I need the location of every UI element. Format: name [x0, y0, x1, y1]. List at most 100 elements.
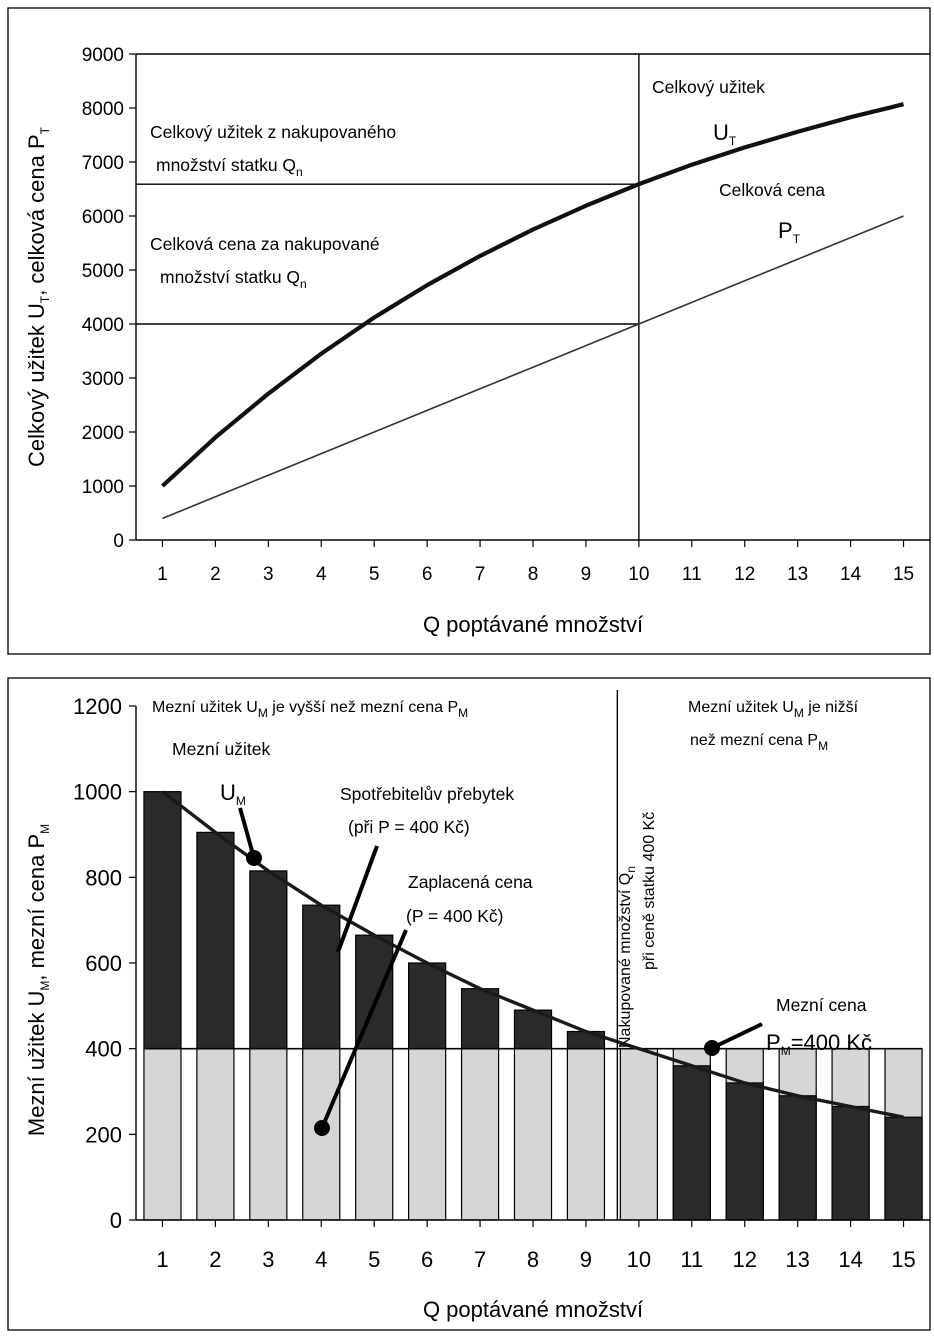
price-bar-15 — [884, 1048, 923, 1221]
marginal-utility-curve — [161, 790, 904, 1119]
price-bar-6 — [408, 1048, 447, 1221]
paid-pointer-line — [320, 929, 408, 1129]
surplus-bar-2 — [196, 831, 235, 1050]
mc-pointer-line — [711, 1022, 763, 1050]
price-bar-9 — [566, 1048, 606, 1221]
chart2-x-tick-label-9: 10 — [627, 1247, 651, 1272]
chart1-x-tick-label-8: 9 — [581, 564, 592, 585]
chart1-y-tick-label-2: 2000 — [82, 423, 124, 444]
paid-label-line2: (P = 400 Kč) — [406, 906, 503, 926]
price-bar-1 — [143, 1048, 182, 1221]
chart1-x-tick-label-7: 8 — [528, 564, 539, 585]
mc-title-label: Mezní cena — [776, 995, 867, 1015]
price-bar-7 — [460, 1048, 500, 1221]
chart1-y-tick-label-9: 9000 — [82, 45, 124, 66]
chart2-x-tick-label-0: 1 — [156, 1247, 168, 1272]
surplus-label-line1: Spotřebitelův přebytek — [340, 784, 514, 804]
ut-title-label: Celkový užitek — [652, 77, 765, 97]
surplus-bar-8 — [513, 1009, 553, 1050]
price-bar-12 — [725, 1048, 764, 1221]
chart2-y-tick-label-0: 0 — [110, 1208, 122, 1233]
chart1-x-tick-label-0: 1 — [157, 564, 168, 585]
chart2-x-tick-label-13: 14 — [838, 1247, 862, 1272]
chart1-y-tick-label-8: 8000 — [82, 99, 124, 120]
price-annotation-line1: Celková cena za nakupované — [150, 234, 380, 254]
mc-value-label: PM=400 Kč — [766, 1030, 872, 1058]
high-region-label: Mezní užitek UM je vyšší než mezní cena … — [152, 699, 468, 720]
chart2-x-tick-label-1: 2 — [209, 1247, 221, 1272]
utility-bar-14 — [831, 1105, 870, 1221]
chart1-x-tick-label-3: 4 — [316, 564, 327, 585]
surplus-bar-3 — [249, 870, 288, 1050]
surplus-bar-7 — [460, 988, 500, 1050]
chart2-x-tick-label-3: 4 — [315, 1247, 327, 1272]
utility-bar-12 — [725, 1082, 764, 1221]
mu-pointer-line — [238, 807, 256, 859]
price-bar-10 — [619, 1048, 658, 1221]
chart1-y-axis-title: Celkový užitek UT, celková cena PT — [24, 126, 52, 467]
price-annotation-line2: množství statku Qn — [160, 267, 307, 291]
chart1-x-tick-label-13: 14 — [840, 564, 862, 585]
chart1-x-tick-label-5: 6 — [422, 564, 433, 585]
surplus-label-line2: (při P = 400 Kč) — [348, 817, 470, 837]
surplus-bar-6 — [408, 962, 447, 1050]
total-price-line — [162, 215, 904, 520]
utility-annotation-line1: Celkový užitek z nakupovaného — [150, 122, 396, 142]
total-utility-line — [161, 102, 905, 488]
mu-symbol-label: UM — [220, 780, 246, 808]
utility-bar-11 — [672, 1065, 711, 1221]
chart2-x-tick-label-7: 8 — [527, 1247, 539, 1272]
chart2-x-tick-label-11: 12 — [732, 1247, 756, 1272]
ut-symbol-label: UT — [713, 120, 737, 148]
chart2-x-tick-label-8: 9 — [580, 1247, 592, 1272]
price-bar-11 — [672, 1048, 711, 1221]
chart1-x-tick-label-10: 11 — [682, 564, 702, 585]
paid-label-line1: Zaplacená cena — [408, 872, 533, 892]
chart2-y-tick-label-3: 600 — [85, 951, 122, 976]
chart1-x-tick-label-1: 2 — [210, 564, 221, 585]
utility-bar-13 — [778, 1095, 817, 1221]
quantity-vertical-label-line1: Nakupované množství Qn — [617, 866, 638, 1048]
chart1-y-tick-label-0: 0 — [113, 531, 124, 552]
price-bar-4 — [302, 1048, 341, 1221]
mu-title-label: Mezní užitek — [172, 739, 270, 759]
surplus-bar-5 — [355, 934, 394, 1050]
surplus-pointer-line — [336, 845, 379, 953]
chart1-y-tick-label-6: 6000 — [82, 207, 124, 228]
chart1-frame — [7, 7, 931, 655]
chart2-y-tick-label-1: 200 — [85, 1122, 122, 1147]
chart1-x-tick-label-14: 15 — [893, 564, 914, 585]
chart2-y-tick-label-6: 1200 — [73, 694, 122, 719]
chart2-y-tick-label-5: 1000 — [73, 780, 122, 805]
utility-annotation-line2: množství statku Qn — [156, 155, 303, 179]
chart1-x-tick-label-11: 12 — [734, 564, 755, 585]
chart1-x-axis-title: Q poptávané množství — [423, 612, 643, 637]
price-bar-3 — [249, 1048, 288, 1221]
low-region-label-line1: Mezní užitek UM je nižší — [688, 699, 859, 720]
chart1-x-tick-label-12: 13 — [787, 564, 808, 585]
chart1-y-tick-label-1: 1000 — [82, 477, 124, 498]
chart1-y-tick-label-5: 5000 — [82, 261, 124, 282]
paid-pointer-dot — [314, 1120, 330, 1136]
utility-bar-15 — [884, 1116, 923, 1221]
chart1-x-tick-label-2: 3 — [263, 564, 274, 585]
price-bar-8 — [513, 1048, 553, 1221]
pt-title-label: Celková cena — [719, 180, 825, 200]
chart1-y-tick-label-7: 7000 — [82, 153, 124, 174]
price-bar-14 — [831, 1048, 870, 1221]
price-bar-2 — [196, 1048, 235, 1221]
chart2-x-tick-label-14: 15 — [891, 1247, 915, 1272]
chart1-y-tick-label-3: 3000 — [82, 369, 124, 390]
pt-symbol-label: PT — [778, 218, 801, 246]
chart1-x-tick-label-6: 7 — [475, 564, 486, 585]
chart2-x-tick-label-6: 7 — [474, 1247, 486, 1272]
chart2-y-axis-title: Mezní užitek UM, mezní cena PM — [24, 824, 52, 1136]
mc-pointer-dot — [704, 1040, 720, 1056]
chart2-x-axis-title: Q poptávané množství — [423, 1297, 643, 1322]
chart2-x-tick-label-10: 11 — [680, 1247, 703, 1272]
chart2-x-tick-label-12: 13 — [785, 1247, 809, 1272]
chart1-y-tick-label-4: 4000 — [82, 315, 124, 336]
chart2-y-tick-label-4: 800 — [85, 865, 122, 890]
price-bar-5 — [355, 1048, 394, 1221]
